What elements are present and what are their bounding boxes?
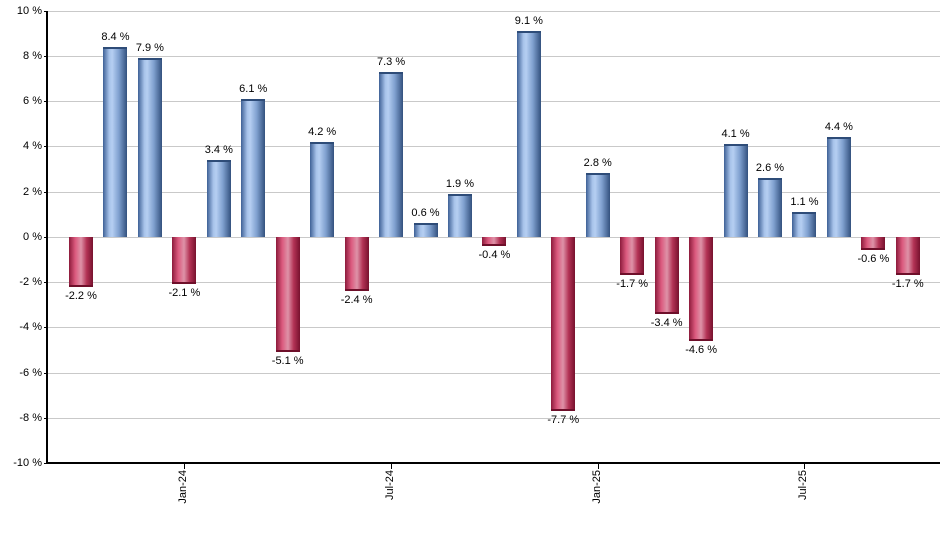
bar-negative <box>551 236 576 411</box>
x-axis-label: Jul-24 <box>384 470 397 500</box>
bar-value-label: 3.4 % <box>204 143 233 156</box>
y-axis-label: -8 % <box>19 411 42 424</box>
bar-positive <box>310 141 335 237</box>
bar-value-label: -3.4 % <box>650 316 683 329</box>
y-axis-label: 8 % <box>23 49 42 62</box>
bar-value-label: 2.6 % <box>755 161 785 174</box>
gridline <box>48 191 940 193</box>
bar-positive <box>379 71 404 237</box>
bar-positive <box>137 58 162 237</box>
y-axis-label: 2 % <box>23 185 42 198</box>
y-axis-label: 4 % <box>23 140 42 153</box>
gridline <box>48 146 940 148</box>
bar-positive <box>413 223 438 237</box>
bar-value-label: 9.1 % <box>514 14 543 27</box>
bar-positive <box>103 46 128 237</box>
y-axis-label: -4 % <box>19 321 42 334</box>
bar-negative <box>275 236 300 353</box>
gridline <box>48 372 940 374</box>
bar-negative <box>69 236 93 287</box>
y-axis-label: -6 % <box>19 366 42 379</box>
x-tick-mark <box>597 464 599 469</box>
bar-value-label: -2.1 % <box>168 287 201 300</box>
y-axis-label: -2 % <box>19 276 42 288</box>
bar-value-label: 4.2 % <box>308 125 337 138</box>
bar-value-label: 2.8 % <box>583 157 612 170</box>
bar-positive <box>826 137 851 237</box>
bar-positive <box>516 30 541 237</box>
x-tick-mark <box>391 464 393 469</box>
bar-negative <box>172 236 197 285</box>
bar-value-label: 7.3 % <box>376 55 406 68</box>
bar-negative <box>861 236 886 251</box>
y-axis-label: -10 % <box>13 457 42 469</box>
gridline <box>48 417 940 419</box>
bar-value-label: -7.7 % <box>547 413 580 426</box>
bar-value-label: 4.4 % <box>824 121 853 134</box>
bar-value-label: 8.4 % <box>101 30 130 43</box>
bar-value-label: -1.7 % <box>616 278 649 291</box>
gridline <box>48 282 940 283</box>
bar-positive <box>585 173 610 237</box>
bar-value-label: 4.1 % <box>721 127 750 140</box>
y-axis-label: 10 % <box>16 4 42 17</box>
bar-positive <box>723 143 748 237</box>
gridline <box>48 327 940 329</box>
y-axis-line <box>46 10 48 464</box>
bar-negative <box>344 236 369 292</box>
bar-positive <box>206 159 231 237</box>
bar-value-label: -5.1 % <box>271 355 304 368</box>
x-axis-line <box>46 462 940 464</box>
bar-value-label: 1.1 % <box>790 195 819 208</box>
bar-value-label: 1.9 % <box>445 177 474 190</box>
bar-value-label: -2.2 % <box>65 289 97 302</box>
bar-positive <box>447 193 472 237</box>
bar-negative <box>620 236 645 276</box>
bar-negative <box>689 236 714 341</box>
x-tick-mark <box>804 464 806 469</box>
bar-value-label: 6.1 % <box>239 82 268 95</box>
gridline <box>48 101 940 102</box>
bar-value-label: -0.6 % <box>857 253 890 266</box>
bar-value-label: 7.9 % <box>135 42 164 54</box>
x-axis-label: Jan-24 <box>177 470 190 504</box>
y-axis-label: 6 % <box>23 95 42 107</box>
bar-negative <box>654 236 679 314</box>
x-axis-label: Jan-25 <box>590 470 603 504</box>
bar-positive <box>241 98 266 237</box>
bar-positive <box>792 211 817 237</box>
x-tick-mark <box>184 464 186 469</box>
bar-value-label: 0.6 % <box>411 207 440 220</box>
bar-positive <box>758 177 782 237</box>
bar-value-label: -2.4 % <box>340 294 373 307</box>
bar-value-label: -1.7 % <box>891 278 924 291</box>
bar-negative <box>482 236 507 246</box>
y-axis-label: 0 % <box>23 230 42 243</box>
gridline <box>48 55 940 57</box>
bar-value-label: -0.4 % <box>478 248 511 261</box>
gridline <box>48 10 940 12</box>
bar-value-label: -4.6 % <box>685 343 717 356</box>
x-axis-label: Jul-25 <box>797 470 810 500</box>
bar-negative <box>895 236 920 276</box>
